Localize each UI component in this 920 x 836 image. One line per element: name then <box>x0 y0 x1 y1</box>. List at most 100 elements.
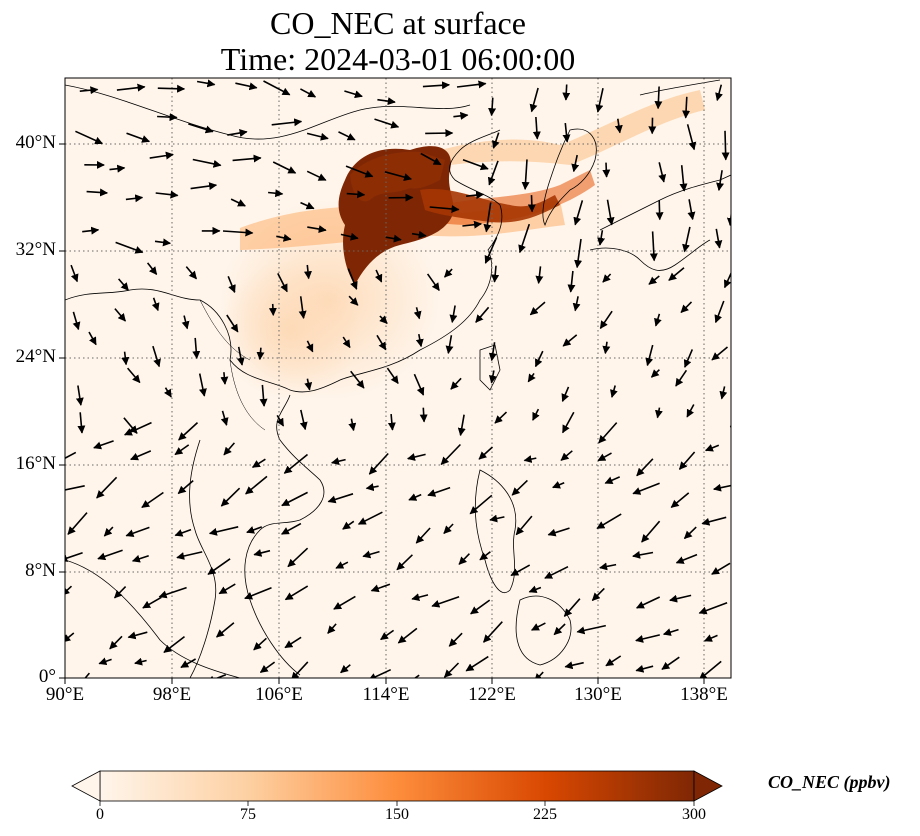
map-frame <box>64 77 732 679</box>
wind-arrow <box>527 372 536 383</box>
wind-arrow <box>65 632 75 643</box>
wind-arrow <box>511 479 528 496</box>
wind-arrow <box>149 151 174 160</box>
wind-arrow <box>680 301 693 313</box>
wind-arrow <box>602 341 611 355</box>
wind-arrow <box>305 340 314 353</box>
wind-arrow <box>342 520 355 530</box>
wind-arrow <box>413 373 425 396</box>
wind-arrow <box>445 335 454 354</box>
wind-arrow <box>303 264 312 280</box>
wind-arrow <box>65 485 85 494</box>
wind-arrow <box>344 90 363 99</box>
wind-arrow <box>597 230 606 246</box>
colorbar <box>71 770 723 806</box>
wind-arrow <box>654 313 662 327</box>
wind-arrow <box>131 554 149 563</box>
colorbar-extend-max <box>693 770 723 802</box>
wind-arrow <box>134 657 147 666</box>
wind-arrow <box>141 491 164 509</box>
wind-arrow <box>115 241 144 254</box>
wind-arrow <box>683 349 694 368</box>
lon-tick-label: 106°E <box>255 684 303 705</box>
wind-arrow <box>226 314 239 333</box>
colorbar-tick-label: 0 <box>96 806 104 823</box>
wind-arrow <box>686 124 697 151</box>
wind-arrow <box>535 266 544 284</box>
wind-arrow <box>721 130 730 161</box>
wind-arrow <box>280 522 302 535</box>
wind-arrow <box>174 528 192 537</box>
wind-arrow <box>290 661 309 678</box>
wind-arrow <box>576 624 606 635</box>
wind-arrow <box>458 553 470 565</box>
wind-arrow <box>114 308 127 322</box>
wind-arrow <box>669 594 692 603</box>
wind-arrow <box>487 160 499 186</box>
wind-arrow <box>263 80 291 96</box>
wind-arrow <box>632 550 654 559</box>
wind-arrow <box>571 154 580 173</box>
wind-arrow <box>126 132 151 143</box>
wind-arrow <box>121 351 130 366</box>
wind-arrow <box>287 547 309 568</box>
wind-arrow <box>597 452 612 462</box>
wind-arrow <box>207 558 231 575</box>
wind-arrow <box>573 200 584 226</box>
wind-arrow <box>384 171 412 181</box>
wind-arrow <box>79 86 99 95</box>
wind-arrow <box>127 631 148 640</box>
wind-arrow <box>245 475 268 495</box>
colorbar-tick-label: 75 <box>240 806 256 823</box>
wind-arrow <box>198 373 207 397</box>
wind-arrow <box>178 422 199 441</box>
wind-arrow <box>596 513 622 530</box>
wind-arrow <box>152 345 161 368</box>
wind-arrow <box>462 159 489 171</box>
wind-arrow <box>527 195 536 213</box>
wind-arrow <box>413 307 422 320</box>
wind-arrow <box>98 657 112 666</box>
wind-arrow <box>306 132 329 141</box>
wind-arrow <box>687 199 696 221</box>
colorbar-tick-label: 225 <box>533 806 557 823</box>
wind-arrow <box>427 486 451 497</box>
wind-arrow <box>70 264 79 283</box>
wind-arrow <box>306 170 327 181</box>
wind-arrow <box>158 586 187 599</box>
wind-arrow <box>470 599 491 615</box>
wind-arrow <box>300 201 315 210</box>
wind-arrow <box>96 476 118 499</box>
wind-arrow <box>333 595 356 610</box>
wind-arrow <box>177 479 194 495</box>
wind-arrow <box>604 476 621 484</box>
wind-arrow <box>420 152 442 166</box>
wind-arrow <box>185 266 198 280</box>
wind-arrow <box>190 182 218 191</box>
wind-arrow <box>429 204 460 213</box>
wind-arrow <box>711 562 731 575</box>
wind-arrow <box>670 492 690 509</box>
wind-arrow <box>591 587 605 601</box>
wind-arrow <box>130 450 152 461</box>
wind-arrow <box>426 273 440 292</box>
wind-arrow <box>449 305 458 323</box>
wind-arrow <box>698 660 722 678</box>
wind-arrow <box>155 190 179 199</box>
wind-arrow <box>648 275 660 285</box>
wind-arrow <box>553 623 566 636</box>
wind-arrow <box>174 444 190 456</box>
wind-arrow <box>348 295 359 306</box>
wind-arrow <box>103 526 114 537</box>
wind-arrow <box>572 296 581 312</box>
wind-arrow <box>475 306 490 323</box>
wind-arrow <box>117 278 129 291</box>
wind-arrow <box>636 458 654 477</box>
wind-arrow <box>259 661 276 674</box>
wind-arrow <box>340 232 359 241</box>
wind-arrow <box>456 80 487 89</box>
wind-arrow <box>444 268 453 278</box>
wind-arrow <box>443 662 460 678</box>
wind-arrow <box>357 511 383 525</box>
